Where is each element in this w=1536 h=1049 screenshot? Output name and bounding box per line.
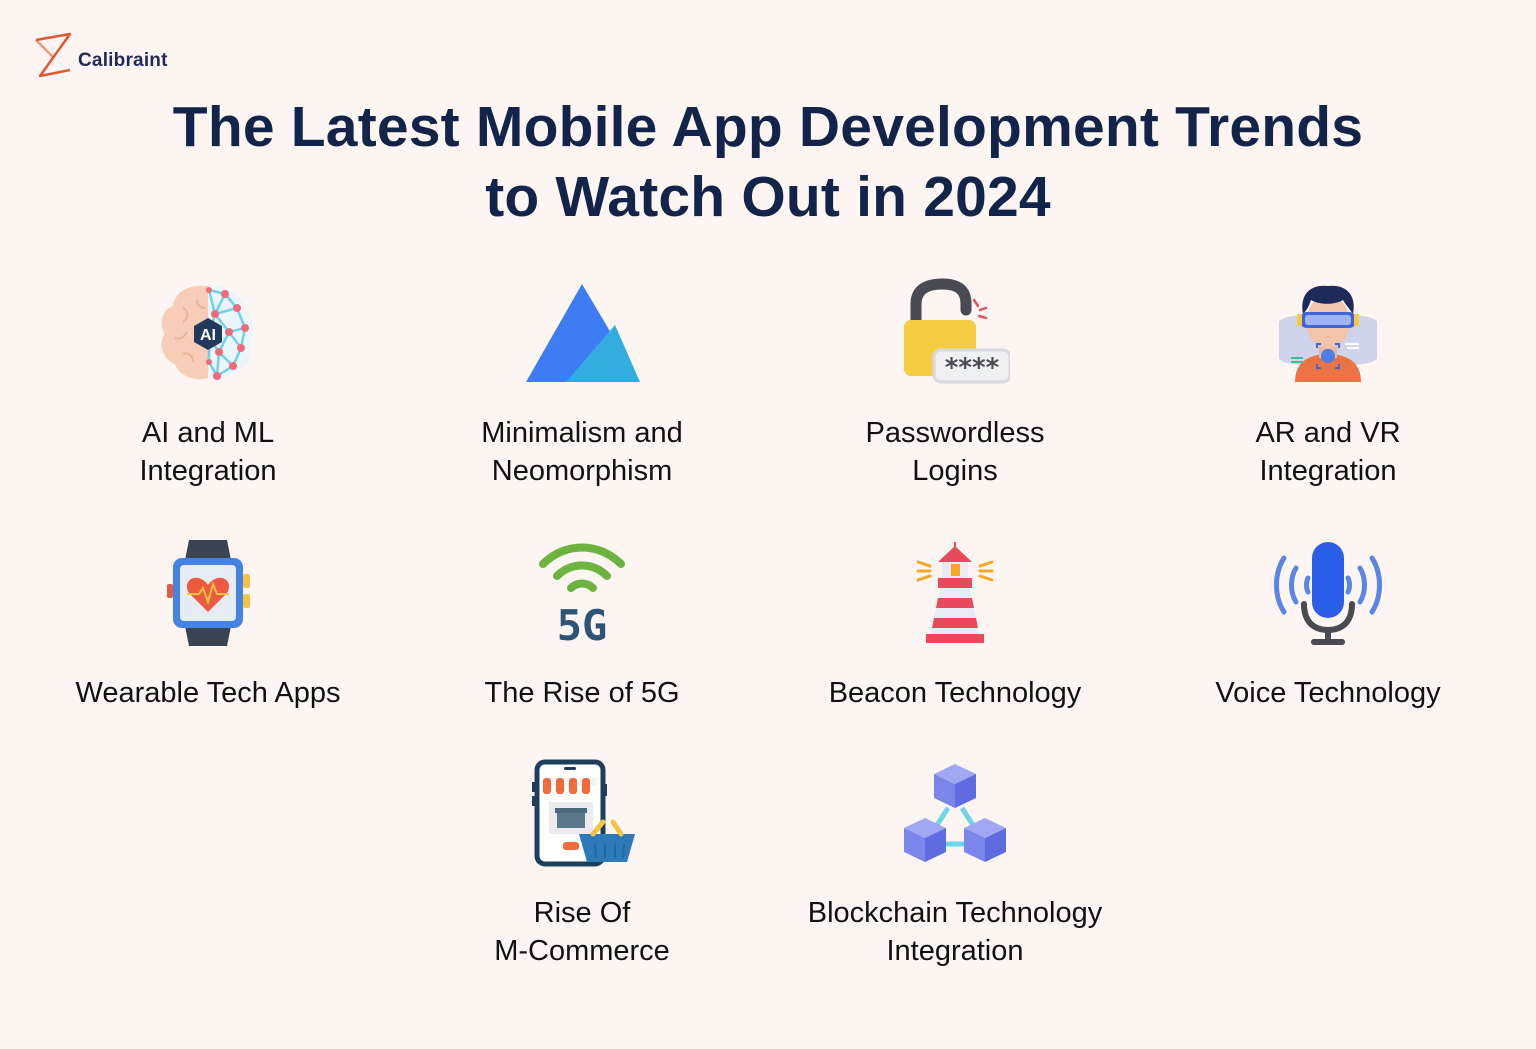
microphone-icon: [1141, 538, 1515, 648]
trend-label-line-2: Integration: [886, 935, 1024, 967]
trend-label-line-1: Minimalism and: [481, 417, 683, 449]
5g-signal-icon: 5G: [395, 538, 769, 648]
trend-label-line-1: Blockchain Technology: [807, 897, 1103, 929]
lighthouse-icon: [768, 538, 1142, 648]
padlock-password-icon: ****: [768, 278, 1142, 388]
vr-headset-person-icon: [1141, 278, 1515, 388]
page-title: The Latest Mobile App Development Trends…: [0, 92, 1536, 232]
trend-label-line-2: M-Commerce: [494, 935, 670, 967]
trend-label-line-2: Integration: [139, 455, 277, 487]
trend-label-line-1: AR and VR: [1255, 417, 1401, 449]
trend-label-line-1: Voice Technology: [1215, 677, 1441, 709]
svg-text:****: ****: [945, 353, 1000, 383]
trend-label-line-2: Logins: [912, 455, 998, 487]
brand-name: Calibraint: [78, 49, 168, 71]
trend-beacon: Beacon Technology: [768, 538, 1142, 712]
blockchain-cubes-icon: [768, 758, 1142, 868]
trend-5g: 5G The Rise of 5G: [395, 538, 769, 712]
brand-logo: Calibraint: [32, 32, 168, 89]
trend-passwordless: **** Passwordless Logins: [768, 278, 1142, 490]
trend-label-line-2: Integration: [1259, 455, 1397, 487]
trend-label-line-1: Beacon Technology: [828, 677, 1082, 709]
trend-wearable: Wearable Tech Apps: [21, 538, 395, 712]
svg-text:5G: 5G: [557, 601, 608, 648]
trend-label-line-2: Neomorphism: [491, 455, 673, 487]
trend-label-line-1: Rise Of: [533, 897, 631, 929]
ai-brain-icon: AI: [21, 278, 395, 388]
trend-minimalism: Minimalism and Neomorphism: [395, 278, 769, 490]
calibraint-logo-icon: [32, 32, 74, 89]
title-line-1: The Latest Mobile App Development Trends: [172, 95, 1364, 159]
title-line-2: to Watch Out in 2024: [485, 165, 1051, 229]
mobile-shopping-icon: [395, 758, 769, 868]
trend-voice: Voice Technology: [1141, 538, 1515, 712]
smartwatch-heart-icon: [21, 538, 395, 648]
trend-label-line-1: AI and ML: [141, 417, 275, 449]
trend-blockchain: Blockchain Technology Integration: [768, 758, 1142, 970]
trend-label-line-1: The Rise of 5G: [484, 677, 680, 709]
svg-text:AI: AI: [200, 327, 216, 344]
trend-ar-vr: AR and VR Integration: [1141, 278, 1515, 490]
trend-label-line-1: Passwordless: [865, 417, 1045, 449]
trend-ai-ml: AI AI and ML Integration: [21, 278, 395, 490]
triangle-icon: [395, 278, 769, 388]
trend-m-commerce: Rise Of M-Commerce: [395, 758, 769, 970]
trend-label-line-1: Wearable Tech Apps: [75, 677, 341, 709]
